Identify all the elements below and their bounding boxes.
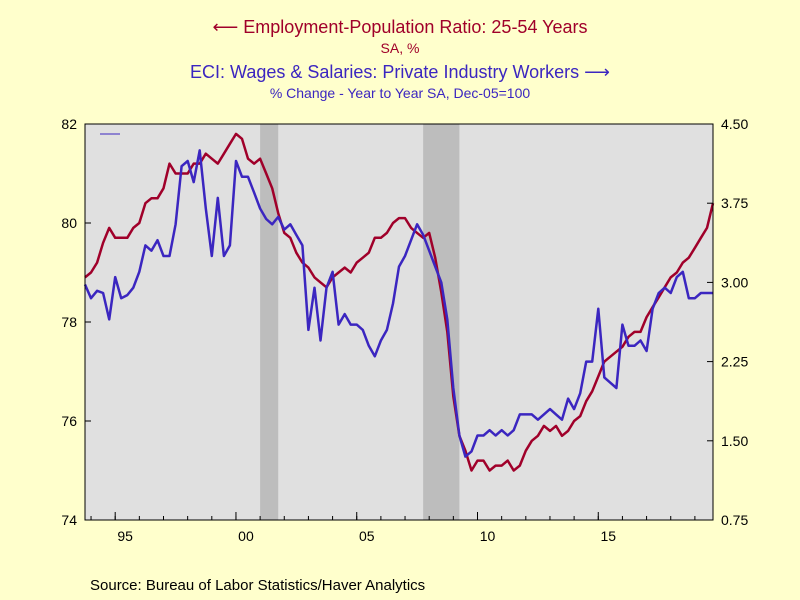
plot-area: [85, 124, 713, 520]
left-series-title: ⟵ Employment-Population Ratio: 25-54 Yea…: [0, 17, 800, 38]
y-left-tick-label: 80: [61, 215, 77, 231]
y-left-tick-label: 76: [61, 413, 77, 429]
right-series-subtitle: % Change - Year to Year SA, Dec-05=100: [269, 85, 531, 101]
x-tick-label: 15: [600, 528, 616, 544]
arrow-left-icon: ⟵: [212, 17, 244, 37]
y-right-tick-label: 2.25: [721, 354, 748, 370]
y-right-tick-label: 3.75: [721, 195, 748, 211]
recession-band: [423, 124, 460, 520]
y-right-tick-label: 0.75: [721, 512, 748, 528]
right-series-title-text: ECI: Wages & Salaries: Private Industry …: [190, 62, 580, 82]
left-series-title-text: Employment-Population Ratio: 25-54 Years: [243, 17, 588, 37]
left-series-subtitle: SA, %: [380, 40, 420, 56]
x-tick-label: 05: [359, 528, 375, 544]
x-tick-label: 95: [117, 528, 133, 544]
right-series-title: ECI: Wages & Salaries: Private Industry …: [0, 62, 800, 83]
x-tick-label: 00: [238, 528, 254, 544]
source-note: Source: Bureau of Labor Statistics/Haver…: [90, 577, 426, 594]
x-tick-label: 10: [480, 528, 496, 544]
y-right-tick-label: 3.00: [721, 274, 748, 290]
y-right-tick-label: 4.50: [721, 116, 748, 132]
y-left-tick-label: 78: [61, 314, 77, 330]
arrow-right-icon: ⟶: [579, 62, 610, 82]
y-left-tick-label: 82: [61, 116, 77, 132]
eci-series-line: [83, 149, 713, 458]
y-left-tick-label: 74: [61, 512, 77, 528]
y-right-tick-label: 1.50: [721, 433, 748, 449]
